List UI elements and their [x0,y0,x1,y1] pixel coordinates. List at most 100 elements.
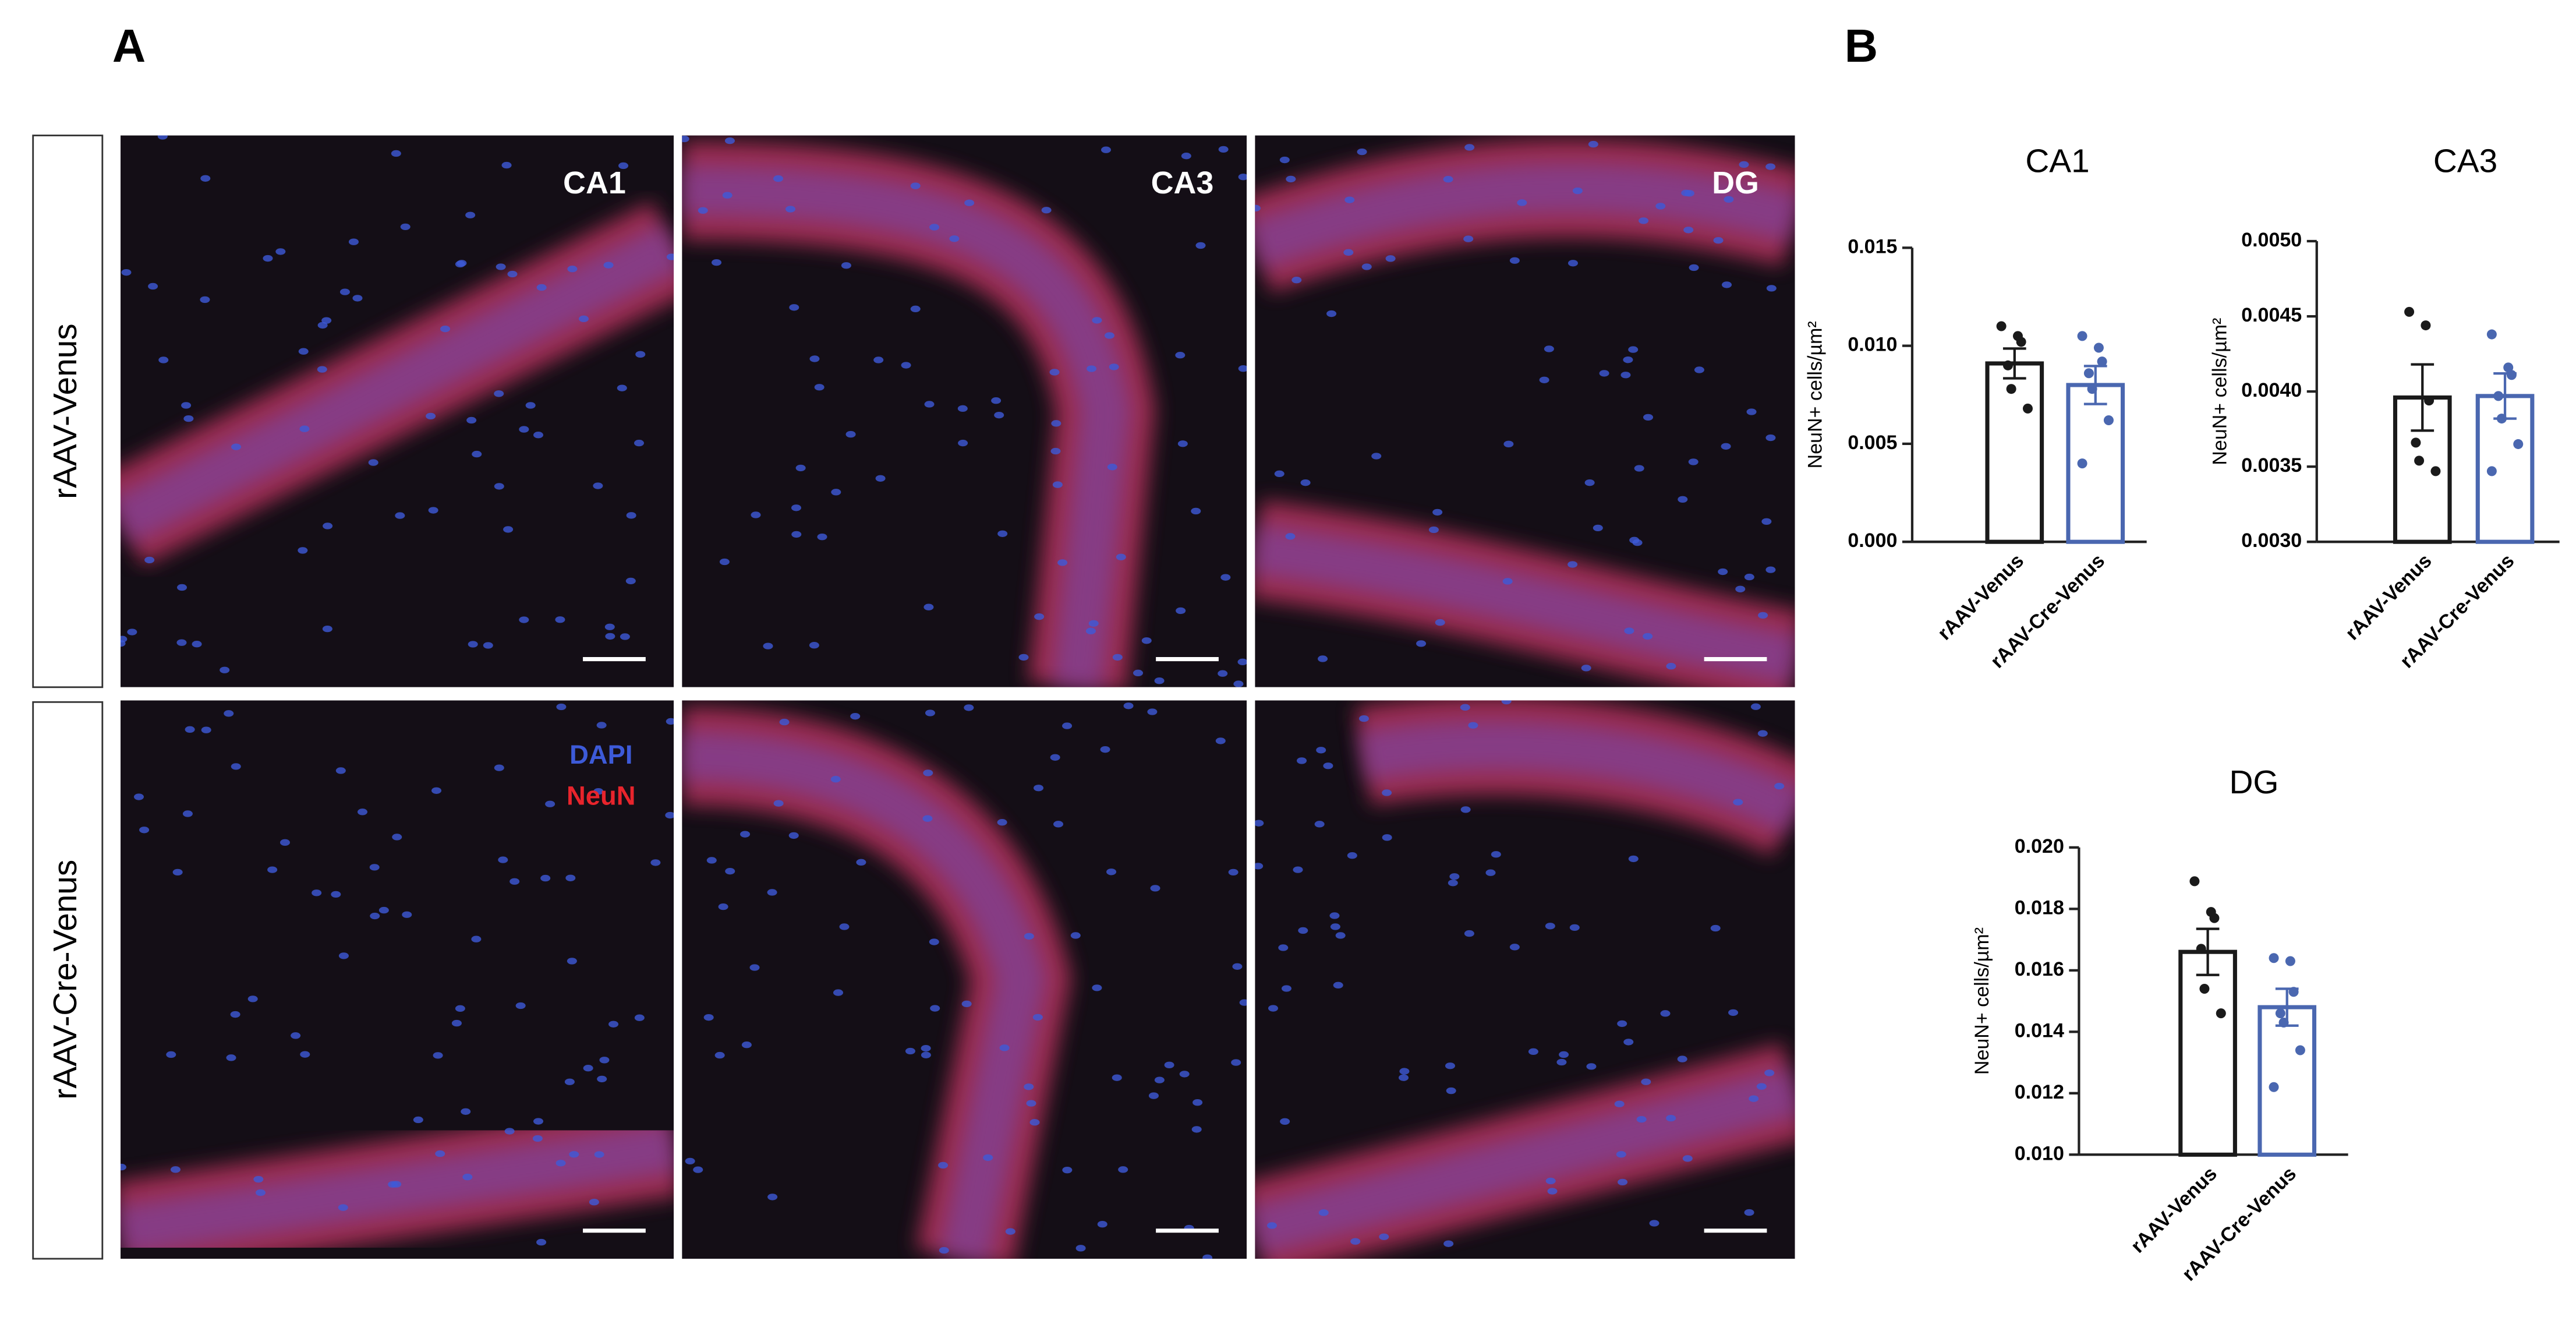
nucleus [1616,1151,1626,1158]
stain-label: NeuN [567,781,635,811]
nucleus [413,1116,423,1124]
nucleus [1463,235,1474,242]
nucleus [498,856,508,863]
data-point [2087,384,2097,394]
nucleus [593,788,604,795]
micrograph [682,135,1247,687]
nucleus [1593,524,1603,532]
nucleus [608,1021,619,1028]
error-bar [2002,347,2026,380]
data-point [2285,956,2295,966]
nucleus [540,874,551,882]
nucleus [312,889,322,896]
nucleus [1446,1087,1456,1094]
nucleus [1335,932,1346,939]
nucleus [335,767,346,774]
nucleus [299,425,310,432]
nucleus [1141,637,1152,644]
cell-layer [1255,721,1795,1255]
nucleus [1750,703,1761,710]
micrograph-content [1255,135,1795,687]
nucleus [1765,163,1776,170]
nucleus [1005,1228,1015,1235]
nucleus [1232,963,1243,970]
nucleus [964,199,975,206]
nucleus [921,1045,931,1052]
nucleus [1057,559,1068,566]
data-point [2006,384,2016,394]
micrographs: CA1 CA3 DG DAPI NeuN [121,135,1795,1259]
nucleus [1435,619,1445,626]
data-point [2486,466,2497,476]
nucleus [1678,496,1688,503]
nucleus [773,800,784,807]
nucleus [1735,585,1746,592]
nucleus [1177,440,1188,447]
nucleus [1683,227,1694,234]
nucleus [1179,1071,1190,1078]
nucleus [1032,1014,1043,1021]
nucleus [323,522,333,529]
nucleus [1298,927,1308,934]
micrograph-content [121,135,674,687]
micrograph-content [1255,700,1795,1259]
nucleus [247,995,258,1002]
nucleus [939,1247,949,1254]
nucleus [1746,408,1757,415]
nucleus [220,666,230,673]
bar [2066,383,2125,544]
nucleus [1371,453,1382,460]
nucleus [1195,242,1206,249]
nucleus [596,722,607,729]
nucleus [1029,1119,1040,1126]
nucleus [1164,1061,1174,1068]
nucleus [525,402,536,409]
nucleus [1624,627,1634,634]
nucleus [1503,440,1514,447]
nucleus [1689,264,1699,271]
nucleus [1620,372,1631,379]
nucleus [1052,481,1063,488]
data-point [2424,396,2435,406]
nucleus [471,935,482,942]
chart-title: CA3 [2433,143,2497,180]
nucleus [1075,1245,1086,1252]
nucleus [509,878,520,885]
nucleus [461,1108,471,1115]
nucleus [148,283,158,290]
nucleus [594,1151,604,1158]
nucleus [1416,640,1427,647]
nucleus [1291,277,1302,284]
y-axis-label: NeuN+ cells/µm² [1804,321,1826,468]
nucleus [1176,607,1186,615]
nucleus [1255,820,1264,827]
nucleus [1297,757,1307,764]
nucleus [1528,1048,1538,1055]
nucleus [275,248,286,255]
nucleus [1460,806,1471,813]
nucleus [1285,533,1296,540]
micrograph-content [682,135,1247,687]
nucleus [392,834,402,841]
micrograph [1255,700,1795,1259]
nucleus [719,558,730,566]
nucleus [291,1032,301,1039]
nucleus [177,584,187,591]
nucleus [666,253,674,260]
nucleus [1739,161,1749,168]
nucleus [317,322,328,329]
cell-layer [682,731,1046,1259]
nucleus [767,889,777,896]
nucleus [157,135,168,140]
nucleus [1559,1051,1569,1058]
nucleus [1688,458,1699,465]
nucleus [1618,1178,1628,1186]
nucleus [545,800,555,807]
nucleus [1724,196,1734,203]
chart-title: DG [2229,764,2278,801]
nucleus [1281,985,1291,992]
nucleus [133,793,144,800]
nucleus [1150,885,1160,892]
y-tick-label: 0.014 [2015,1019,2064,1041]
micrograph [121,700,674,1259]
